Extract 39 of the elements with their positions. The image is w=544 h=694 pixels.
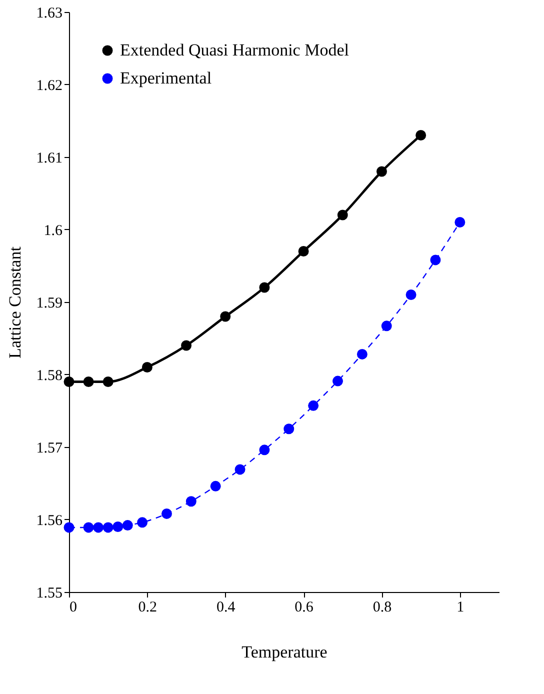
- point: [234, 464, 246, 475]
- point: [308, 400, 319, 411]
- y-tick-label: 1.61: [36, 150, 62, 166]
- point: [186, 496, 196, 507]
- legend-label: Extended Quasi Harmonic Model: [120, 40, 350, 60]
- y-tick-label: 1.63: [36, 6, 62, 22]
- x-tick-label: 0.2: [138, 600, 158, 616]
- point: [406, 290, 416, 300]
- y-tick-label: 1.6: [44, 223, 63, 239]
- point: [210, 480, 221, 492]
- x-tick-label: 0.4: [216, 600, 236, 616]
- point: [93, 522, 104, 533]
- point: [259, 444, 270, 456]
- y-tick-label: 1.62: [36, 78, 62, 94]
- y-tick-label: 1.58: [36, 368, 62, 384]
- x-axis-title: Temperature: [242, 642, 328, 662]
- y-tick-label: 1.56: [36, 513, 63, 529]
- point: [284, 424, 294, 434]
- y-axis-title: Lattice Constant: [5, 246, 24, 358]
- x-tick-label: 0: [70, 600, 77, 616]
- x-tick-label: 1: [456, 600, 464, 616]
- point: [161, 508, 172, 519]
- point: [122, 520, 133, 531]
- point: [381, 320, 392, 332]
- point: [83, 522, 94, 533]
- point: [137, 517, 148, 528]
- point: [64, 522, 74, 533]
- point: [356, 348, 368, 360]
- point: [430, 254, 441, 266]
- point: [112, 522, 124, 532]
- point: [454, 217, 466, 228]
- point: [332, 376, 343, 386]
- x-tick-label: 0.8: [372, 600, 392, 616]
- y-tick-label: 1.57: [36, 440, 63, 456]
- y-tick-label: 1.55: [36, 586, 62, 602]
- point: [102, 522, 114, 533]
- legend-label: Experimental: [120, 68, 212, 88]
- x-tick-label: 0.6: [294, 600, 314, 616]
- y-tick-label: 1.59: [36, 296, 62, 312]
